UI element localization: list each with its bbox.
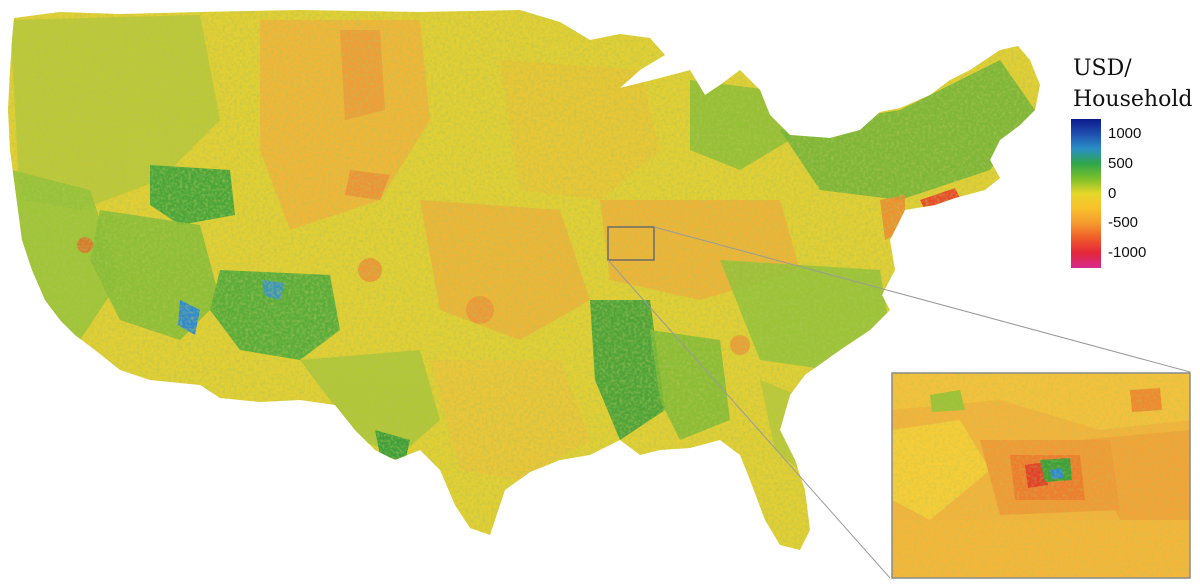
connector-line-bottom xyxy=(607,259,891,579)
legend-title-line2: Household xyxy=(1073,87,1193,112)
zoom-region-box xyxy=(607,226,655,261)
legend-tick-label: -500 xyxy=(1108,214,1139,232)
legend-tick-label: -1000 xyxy=(1108,244,1147,262)
legend-tick-label: 1000 xyxy=(1108,124,1142,142)
legend-title-line1: USD/ xyxy=(1073,56,1132,81)
legend-tick-label: 0 xyxy=(1108,184,1117,202)
inset-zoom-map xyxy=(891,372,1191,579)
legend-color-bar xyxy=(1071,119,1101,268)
legend-tick-label: 500 xyxy=(1108,154,1134,172)
connector-line-top xyxy=(653,226,1191,373)
